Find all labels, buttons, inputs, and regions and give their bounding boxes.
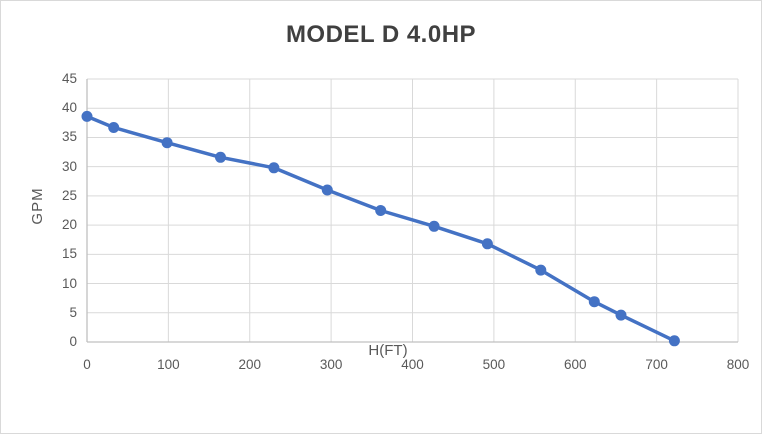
x-axis-title: H(FT) — [368, 342, 408, 359]
x-axis-tick-label: 800 — [726, 357, 750, 372]
y-axis-tick-label: 5 — [69, 304, 77, 320]
data-point-marker — [215, 151, 226, 163]
data-point-marker — [321, 184, 333, 196]
data-point-marker — [428, 220, 440, 232]
x-axis-tick-label: 100 — [157, 357, 180, 372]
y-axis-tick-label: 40 — [61, 100, 77, 116]
y-axis-tick-label: 20 — [61, 217, 77, 233]
series-line — [85, 114, 677, 343]
x-axis-tick-label: 200 — [238, 357, 262, 372]
y-axis-tick-label: 10 — [61, 275, 77, 291]
chart-title: MODEL D 4.0HP — [285, 21, 477, 48]
data-point-marker — [375, 205, 387, 216]
data-point-marker — [615, 309, 627, 321]
data-point-marker — [108, 122, 120, 133]
x-axis-tick-label: 0 — [83, 357, 91, 372]
y-axis-tick-label: 15 — [61, 246, 77, 262]
data-point-marker — [481, 238, 493, 250]
x-axis-tick-label: 700 — [645, 357, 668, 372]
y-axis-tick-label: 35 — [61, 129, 77, 145]
x-axis-tick-label: 600 — [563, 357, 587, 372]
x-axis-tick-label: 300 — [319, 357, 343, 372]
data-point-marker — [161, 137, 173, 149]
data-point-marker — [535, 264, 547, 276]
data-point-marker — [668, 335, 680, 347]
x-axis-tick-label: 400 — [401, 357, 424, 372]
data-point-marker — [588, 296, 600, 308]
data-point-marker — [268, 162, 280, 174]
y-axis-tick-label: 25 — [61, 187, 77, 203]
x-axis-tick-label: 500 — [482, 357, 506, 372]
y-axis-tick-label: 45 — [61, 71, 77, 86]
y-axis-tick-label: 0 — [69, 334, 77, 349]
y-axis-tick-label: 30 — [61, 158, 77, 174]
data-point-marker — [81, 110, 93, 122]
